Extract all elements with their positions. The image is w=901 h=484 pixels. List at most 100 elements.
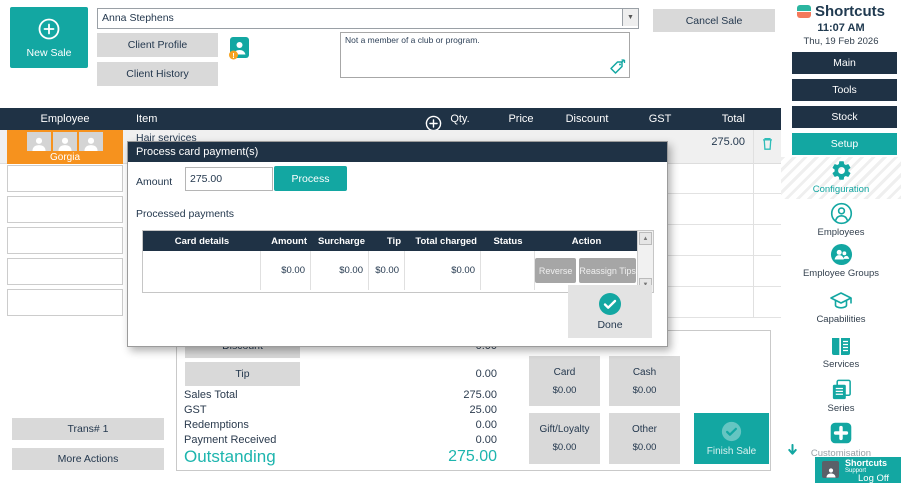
client-history-button[interactable]: Client History bbox=[97, 62, 218, 86]
gift-loyalty-payment-button[interactable]: Gift/Loyalty $0.00 bbox=[529, 413, 600, 464]
nav-main-label: Main bbox=[833, 57, 856, 69]
sidebar-item-label: Customisation bbox=[810, 448, 872, 457]
processed-payments-label: Processed payments bbox=[136, 208, 235, 220]
client-combobox[interactable]: ▼ bbox=[97, 8, 639, 29]
transaction-number-button[interactable]: Trans# 1 bbox=[12, 418, 164, 440]
process-button[interactable]: Process bbox=[274, 166, 347, 191]
other-payment-button[interactable]: Other $0.00 bbox=[609, 413, 680, 464]
sidebar-item-employees[interactable]: Employees bbox=[781, 202, 901, 238]
new-sale-button[interactable]: New Sale bbox=[10, 7, 88, 68]
employee-slot[interactable] bbox=[7, 196, 123, 223]
person-icon[interactable] bbox=[53, 132, 77, 151]
col-employee: Employee bbox=[40, 113, 90, 125]
employee-slot[interactable] bbox=[7, 165, 123, 192]
person-icon[interactable] bbox=[27, 132, 51, 151]
tag-arrow-icon[interactable] bbox=[609, 59, 626, 75]
gift-loyalty-label: Gift/Loyalty bbox=[539, 424, 590, 435]
card-details-cell bbox=[143, 251, 261, 290]
plus-circle-icon bbox=[37, 17, 61, 41]
other-label: Other bbox=[631, 424, 657, 435]
nav-stock[interactable]: Stock bbox=[792, 106, 897, 128]
client-name-input[interactable] bbox=[98, 9, 607, 26]
payment-received-label: Payment Received bbox=[184, 434, 277, 446]
sidebar: Shortcuts 11:07 AM Thu, 19 Feb 2026 Main… bbox=[781, 0, 901, 483]
amount-cell: $0.00 bbox=[261, 251, 311, 290]
reverse-label: Reverse bbox=[538, 265, 573, 276]
col-status: Status bbox=[493, 235, 523, 247]
employee-slot[interactable] bbox=[7, 227, 123, 254]
chevron-down-icon[interactable]: ▼ bbox=[622, 9, 638, 26]
col-price: Price bbox=[508, 113, 534, 125]
sidebar-item-more-setup[interactable]: Customisation bbox=[781, 420, 901, 457]
sidebar-item-label: Employee Groups bbox=[802, 268, 880, 279]
amount-input[interactable] bbox=[185, 167, 273, 191]
cash-label: Cash bbox=[632, 366, 657, 378]
person-circle-icon bbox=[830, 202, 853, 225]
tip-button[interactable]: Tip bbox=[185, 362, 300, 386]
membership-note-box: Not a member of a club or program. bbox=[340, 32, 630, 78]
gst-label: GST bbox=[184, 404, 207, 416]
employee-slot[interactable] bbox=[7, 289, 123, 316]
clipboard-person-alert-icon[interactable]: ! bbox=[228, 36, 250, 60]
nav-setup[interactable]: Setup bbox=[792, 133, 897, 155]
sidebar-item-configuration[interactable]: Configuration bbox=[781, 157, 901, 199]
scroll-up-button[interactable]: ▲ bbox=[639, 232, 652, 245]
outstanding-label: Outstanding bbox=[184, 447, 276, 466]
cash-value: $0.00 bbox=[632, 384, 657, 396]
stacked-pages-icon bbox=[830, 378, 853, 401]
down-arrow-icon[interactable] bbox=[787, 444, 798, 456]
sidebar-item-services[interactable]: Services bbox=[781, 335, 901, 370]
client-profile-button[interactable]: Client Profile bbox=[97, 33, 218, 57]
finish-sale-button[interactable]: Finish Sale bbox=[694, 413, 769, 464]
col-amount: Amount bbox=[271, 235, 307, 247]
more-actions-label: More Actions bbox=[57, 453, 119, 465]
tip-value: 0.00 bbox=[475, 368, 497, 380]
finish-sale-label: Finish Sale bbox=[706, 445, 757, 457]
table-scrollbar[interactable]: ▲ ▼ bbox=[637, 231, 653, 292]
reverse-button[interactable]: Reverse bbox=[535, 258, 577, 283]
sidebar-item-series[interactable]: Series bbox=[781, 378, 901, 414]
employee-cell[interactable]: Gorgia bbox=[0, 130, 130, 164]
col-tip: Tip bbox=[386, 235, 401, 247]
gear-icon bbox=[830, 159, 853, 182]
transaction-number-label: Trans# 1 bbox=[67, 423, 109, 435]
employee-slot[interactable] bbox=[7, 258, 123, 285]
total-charged-cell: $0.00 bbox=[405, 251, 481, 290]
nav-tools[interactable]: Tools bbox=[792, 79, 897, 101]
sidebar-item-label: Capabilities bbox=[816, 314, 866, 325]
sale-summary-panel: Discount 0.00 Tip 0.00 Sales Total 275.0… bbox=[176, 330, 771, 471]
employee-selected-cell[interactable]: Gorgia bbox=[7, 130, 123, 164]
nav-main[interactable]: Main bbox=[792, 52, 897, 74]
process-label: Process bbox=[291, 172, 330, 185]
gst-value: 25.00 bbox=[469, 404, 497, 416]
sidebar-item-capabilities[interactable]: Capabilities bbox=[781, 290, 901, 325]
item-total: 275.00 bbox=[711, 136, 745, 148]
cash-payment-button[interactable]: Cash $0.00 bbox=[609, 356, 680, 406]
sidebar-item-label: Series bbox=[827, 403, 855, 414]
payment-received-value: 0.00 bbox=[475, 434, 497, 446]
people-icon bbox=[830, 243, 853, 266]
col-surcharge: Surcharge bbox=[318, 235, 365, 247]
graduation-cap-icon bbox=[829, 290, 853, 312]
sidebar-item-employee-groups[interactable]: Employee Groups bbox=[781, 243, 901, 279]
trash-icon[interactable] bbox=[753, 130, 781, 163]
done-button[interactable]: Done bbox=[568, 285, 652, 338]
plus-square-icon bbox=[828, 420, 854, 446]
more-actions-button[interactable]: More Actions bbox=[12, 448, 164, 470]
card-payment-button[interactable]: Card $0.00 bbox=[529, 356, 600, 406]
amount-label: Amount bbox=[136, 176, 173, 188]
processed-payments-header: Card details Amount Surcharge Tip Total … bbox=[143, 231, 653, 251]
outstanding-value: 275.00 bbox=[448, 448, 497, 465]
surcharge-cell: $0.00 bbox=[311, 251, 369, 290]
cancel-sale-label: Cancel Sale bbox=[685, 14, 743, 27]
cancel-sale-button[interactable]: Cancel Sale bbox=[653, 9, 775, 32]
shortcuts-logo-icon bbox=[796, 5, 811, 18]
reassign-tips-label: Reassign Tips bbox=[579, 265, 636, 276]
process-card-payments-dialog: Process card payment(s) Amount Process P… bbox=[127, 141, 668, 347]
reassign-tips-button[interactable]: Reassign Tips bbox=[579, 258, 636, 283]
log-off-button[interactable]: Log Off bbox=[858, 473, 889, 484]
person-icon[interactable] bbox=[79, 132, 103, 151]
sidebar-item-label: Configuration bbox=[812, 184, 870, 195]
done-label: Done bbox=[597, 319, 623, 331]
payment-row: $0.00 $0.00 $0.00 $0.00 Reverse Reassign… bbox=[143, 251, 653, 290]
